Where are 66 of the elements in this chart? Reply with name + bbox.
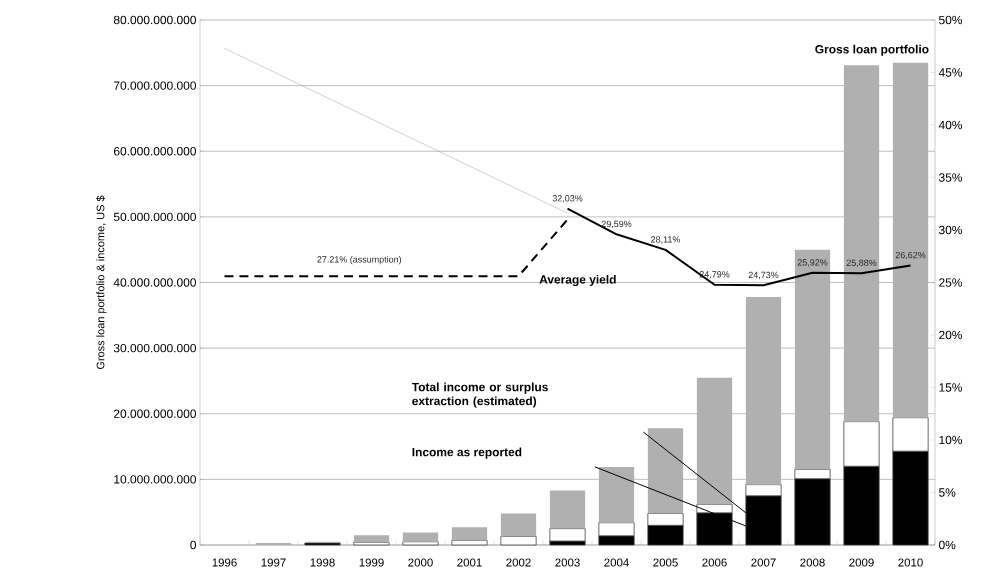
- y2-tick-label: 20%: [939, 330, 963, 340]
- bar: [353, 541, 390, 546]
- bar: [402, 532, 439, 542]
- x-tick-label: 1997: [261, 558, 286, 567]
- y2-tick-label: 40%: [938, 120, 963, 130]
- y-tick-label: 70.000.000.000: [113, 81, 197, 90]
- bar: [402, 541, 439, 546]
- bar: [892, 62, 929, 418]
- y-tick-label: 10.000.000.000: [114, 475, 197, 484]
- data-label: 24,73%: [748, 271, 779, 280]
- x-tick-label: 1998: [310, 558, 335, 567]
- y2-tick-label: 0%: [939, 540, 956, 550]
- x-tick-label: 2001: [457, 558, 482, 567]
- y-tick-label: 20.000.000.000: [113, 409, 197, 418]
- y-axis-title: Gross loan portfolio & income, US $: [96, 195, 107, 370]
- bar: [549, 490, 586, 529]
- bar: [353, 535, 390, 543]
- y-tick-label: 40.000.000.000: [113, 278, 197, 287]
- x-tick-label: 2007: [751, 558, 776, 567]
- x-tick-label: 2005: [653, 558, 678, 567]
- y-tick-label: 80.000.000.000: [113, 15, 197, 25]
- bar: [500, 536, 537, 546]
- bar: [843, 65, 880, 422]
- y-tick-label: 60.000.000.000: [113, 147, 197, 156]
- x-tick-label: 2002: [506, 558, 531, 567]
- bar: [451, 540, 488, 546]
- x-tick-label: 2006: [702, 558, 727, 567]
- data-label: 29,59%: [601, 220, 632, 229]
- data-label: 32,03%: [552, 195, 583, 203]
- annotation: Income as reported: [412, 447, 522, 459]
- annotation: Total income or surplus extraction (estimated): [411, 382, 548, 408]
- x-tick-label: 2009: [849, 558, 874, 567]
- x-tick-label: 2000: [408, 558, 433, 567]
- y2-tick-label: 35%: [938, 173, 963, 182]
- data-label: 25,88%: [846, 259, 877, 268]
- y-tick-label: 0: [190, 540, 197, 550]
- y2-tick-label: 50%: [939, 15, 963, 25]
- y2-tick-label: 45%: [938, 68, 963, 77]
- series-label: Gross loan portfolio: [815, 44, 929, 56]
- annotation: 27.21% (assumption): [317, 256, 402, 265]
- y2-tick-label: 25%: [939, 278, 963, 287]
- y2-tick-label: 15%: [939, 383, 963, 392]
- bar: [500, 513, 537, 537]
- y-tick-label: 50.000.000.000: [113, 212, 197, 222]
- bar: [794, 249, 831, 470]
- data-label: 26,62%: [895, 251, 926, 260]
- bar: [696, 377, 733, 505]
- x-tick-label: 1999: [359, 558, 384, 567]
- x-tick-label: 2004: [604, 558, 629, 567]
- bar: [451, 527, 488, 541]
- bar: [598, 466, 635, 523]
- y-tick-label: 30.000.000.000: [113, 343, 197, 353]
- bar: [549, 528, 586, 542]
- x-tick-label: 2010: [898, 558, 923, 567]
- data-label: 24,79%: [699, 271, 730, 279]
- bar: [647, 428, 684, 514]
- bar: [745, 296, 782, 485]
- annotation: Average yield: [539, 274, 616, 287]
- y2-tick-label: 30%: [938, 225, 963, 235]
- x-tick-label: 2008: [800, 558, 825, 567]
- y2-tick-label: 10%: [939, 435, 963, 445]
- x-tick-label: 1996: [212, 558, 237, 567]
- data-label: 25,92%: [797, 259, 828, 267]
- x-tick-label: 2003: [555, 558, 580, 567]
- y2-tick-label: 5%: [939, 488, 956, 497]
- data-label: 28,11%: [651, 236, 681, 244]
